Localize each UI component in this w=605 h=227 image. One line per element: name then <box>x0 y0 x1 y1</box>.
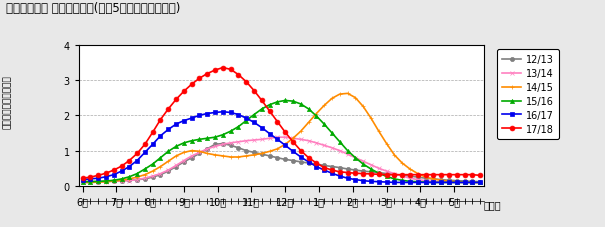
14/15 <box>321 105 328 107</box>
16/17 <box>477 181 484 184</box>
13/14 <box>329 147 336 150</box>
15/16 <box>329 132 336 135</box>
16/17 <box>344 177 352 180</box>
16/17 <box>297 156 304 159</box>
12/13 <box>235 147 242 150</box>
16/17 <box>274 138 281 141</box>
13/14 <box>219 143 226 146</box>
17/18 <box>344 171 352 174</box>
15/16 <box>79 180 86 183</box>
14/15 <box>453 180 460 183</box>
14/15 <box>266 150 273 153</box>
Line: 12/13: 12/13 <box>80 142 482 184</box>
15/16 <box>477 181 484 184</box>
Line: 14/15: 14/15 <box>80 92 482 185</box>
Text: （参考）全国 週別発生動向(過去5シーズンとの比較): （参考）全国 週別発生動向(過去5シーズンとの比較) <box>6 2 180 15</box>
16/17 <box>227 112 234 114</box>
13/14 <box>110 180 117 183</box>
13/14 <box>477 181 484 184</box>
15/16 <box>281 100 289 102</box>
16/17 <box>110 173 117 176</box>
17/18 <box>329 169 336 172</box>
17/18 <box>110 169 117 172</box>
15/16 <box>266 104 273 107</box>
13/14 <box>79 181 86 184</box>
12/13 <box>118 180 125 182</box>
15/16 <box>344 150 352 152</box>
12/13 <box>305 162 312 165</box>
14/15 <box>110 180 117 183</box>
Line: 16/17: 16/17 <box>80 110 482 185</box>
17/18 <box>274 121 281 123</box>
17/18 <box>79 177 86 180</box>
14/15 <box>219 155 226 158</box>
12/13 <box>336 166 344 169</box>
17/18 <box>477 174 484 177</box>
15/16 <box>430 181 437 184</box>
Text: （週）: （週） <box>484 200 502 210</box>
Legend: 12/13, 13/14, 14/15, 15/16, 16/17, 17/18: 12/13, 13/14, 14/15, 15/16, 16/17, 17/18 <box>497 50 559 139</box>
13/14 <box>344 153 352 156</box>
14/15 <box>344 93 352 95</box>
15/16 <box>219 134 226 136</box>
12/13 <box>94 180 102 183</box>
13/14 <box>274 136 281 139</box>
13/14 <box>453 181 460 184</box>
Line: 13/14: 13/14 <box>80 136 482 185</box>
12/13 <box>281 158 289 161</box>
16/17 <box>329 172 336 175</box>
13/14 <box>266 137 273 140</box>
16/17 <box>391 181 398 184</box>
15/16 <box>110 179 117 182</box>
17/18 <box>227 69 234 71</box>
17/18 <box>219 67 226 70</box>
Text: 定点当たり患者報告数: 定点当たり患者報告数 <box>3 75 12 129</box>
12/13 <box>79 180 86 183</box>
Line: 17/18: 17/18 <box>80 66 483 181</box>
14/15 <box>79 181 86 184</box>
14/15 <box>477 181 484 184</box>
12/13 <box>352 169 359 172</box>
15/16 <box>297 103 304 106</box>
16/17 <box>219 111 226 114</box>
14/15 <box>336 93 344 96</box>
16/17 <box>79 178 86 181</box>
12/13 <box>477 180 484 183</box>
Line: 15/16: 15/16 <box>80 99 482 185</box>
17/18 <box>453 173 460 176</box>
12/13 <box>219 143 226 145</box>
